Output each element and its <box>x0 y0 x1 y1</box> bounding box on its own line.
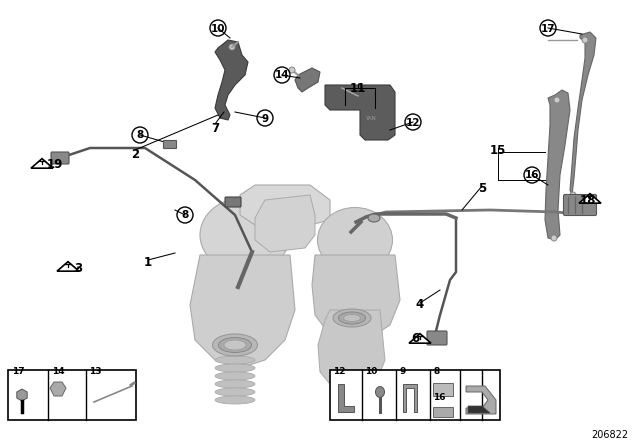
FancyBboxPatch shape <box>51 152 69 164</box>
Polygon shape <box>325 85 395 140</box>
Bar <box>330 370 500 420</box>
Polygon shape <box>295 68 320 92</box>
Text: 11: 11 <box>350 82 366 95</box>
Text: 1: 1 <box>144 255 152 268</box>
Bar <box>8 370 136 420</box>
Text: 17: 17 <box>541 23 556 34</box>
Ellipse shape <box>200 198 290 272</box>
FancyBboxPatch shape <box>427 331 447 345</box>
Text: 12: 12 <box>406 117 420 128</box>
Polygon shape <box>215 40 248 120</box>
Polygon shape <box>50 382 66 396</box>
Text: 5: 5 <box>478 181 486 194</box>
Circle shape <box>582 37 588 43</box>
Polygon shape <box>466 386 496 414</box>
Bar <box>433 383 453 396</box>
Text: 15: 15 <box>490 143 506 156</box>
Text: 8: 8 <box>181 211 189 220</box>
Text: 206822: 206822 <box>591 430 628 440</box>
Text: 17: 17 <box>12 367 24 376</box>
Ellipse shape <box>344 314 360 322</box>
Text: 14: 14 <box>52 367 65 376</box>
Text: 8: 8 <box>136 130 143 141</box>
Text: 10: 10 <box>365 367 378 376</box>
Ellipse shape <box>339 312 365 324</box>
Bar <box>433 407 453 417</box>
Text: 4: 4 <box>416 298 424 311</box>
Circle shape <box>554 97 560 103</box>
Polygon shape <box>570 32 596 195</box>
Text: 9: 9 <box>399 367 405 376</box>
Text: 12: 12 <box>333 367 346 376</box>
Polygon shape <box>409 334 431 343</box>
Ellipse shape <box>218 337 252 353</box>
Ellipse shape <box>224 340 246 350</box>
Ellipse shape <box>333 309 371 327</box>
Text: 14: 14 <box>275 70 289 81</box>
Text: 3: 3 <box>74 262 82 275</box>
Polygon shape <box>240 185 330 225</box>
Ellipse shape <box>215 380 255 388</box>
Polygon shape <box>318 310 385 395</box>
Text: 18: 18 <box>580 194 596 207</box>
Text: 10: 10 <box>211 23 225 34</box>
Text: 16: 16 <box>433 393 445 402</box>
Text: 8: 8 <box>433 367 439 376</box>
FancyBboxPatch shape <box>163 141 177 148</box>
Ellipse shape <box>215 356 255 364</box>
Polygon shape <box>255 195 315 252</box>
Polygon shape <box>545 90 570 240</box>
Circle shape <box>229 44 235 50</box>
Polygon shape <box>579 194 601 203</box>
Text: 13: 13 <box>89 367 102 376</box>
Circle shape <box>289 67 295 73</box>
Polygon shape <box>31 159 53 168</box>
FancyBboxPatch shape <box>225 197 241 207</box>
Ellipse shape <box>215 372 255 380</box>
Text: 19: 19 <box>47 159 63 172</box>
Circle shape <box>570 192 576 198</box>
Ellipse shape <box>317 207 392 272</box>
Text: 2: 2 <box>131 148 139 161</box>
Ellipse shape <box>215 364 255 372</box>
Polygon shape <box>338 384 354 412</box>
Polygon shape <box>190 255 295 368</box>
Ellipse shape <box>215 388 255 396</box>
Text: 16: 16 <box>525 171 540 181</box>
Text: 6: 6 <box>411 332 419 345</box>
Ellipse shape <box>212 334 257 356</box>
Ellipse shape <box>368 214 380 222</box>
Text: 7: 7 <box>211 121 219 134</box>
Polygon shape <box>403 384 417 412</box>
Ellipse shape <box>215 396 255 404</box>
FancyBboxPatch shape <box>563 194 596 215</box>
Circle shape <box>551 235 557 241</box>
Text: 9: 9 <box>261 113 269 124</box>
Ellipse shape <box>376 387 385 397</box>
Text: YAN: YAN <box>365 116 376 121</box>
Polygon shape <box>312 255 400 342</box>
Polygon shape <box>468 406 490 413</box>
Polygon shape <box>57 262 79 271</box>
